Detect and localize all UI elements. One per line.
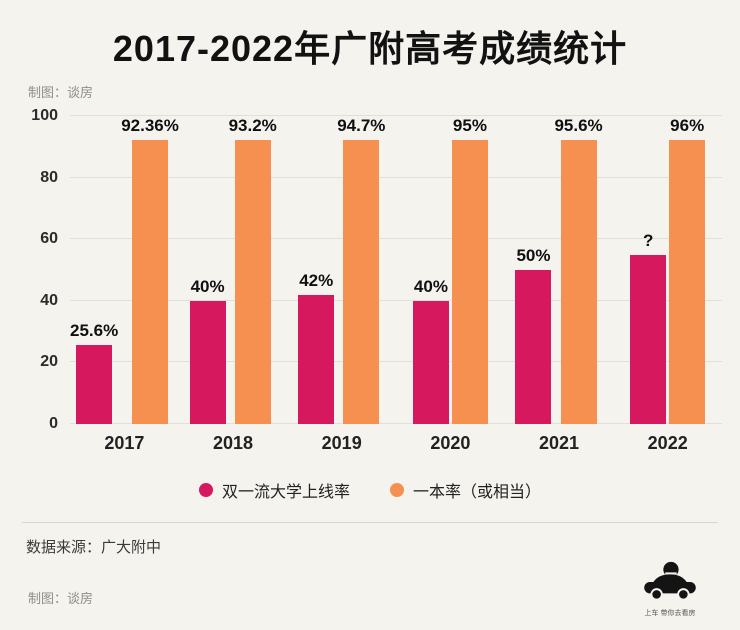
bar-value-label: 95% [452, 116, 487, 135]
y-axis-label: 60 [40, 230, 58, 248]
bar-group: 40% 93.2% [179, 116, 288, 424]
orange-series-dot-icon [390, 483, 404, 497]
y-axis-label: 20 [40, 353, 58, 371]
y-axis-label: 80 [40, 168, 58, 186]
bar-value-label: 25.6% [70, 321, 119, 341]
data-source-text: 数据来源：广大附中 [26, 539, 162, 556]
bar-column: 40% [412, 116, 449, 424]
bar-value-label: 50% [516, 246, 551, 265]
bar-group: ? 96% [613, 116, 722, 424]
pink-series-dot-icon [198, 483, 213, 497]
bar-column: 95% [451, 116, 488, 424]
bar [412, 300, 449, 424]
x-axis-label: 2018 [212, 433, 254, 453]
divider-line [22, 522, 718, 523]
bar [189, 300, 226, 424]
bar-group: 42% 94.7% [288, 116, 397, 424]
x-axis-label: 2019 [321, 433, 362, 453]
brand-logo: 上车 带你去看房 [634, 560, 706, 618]
grid-line [70, 361, 722, 363]
credit-top: 制图：谈房 [28, 85, 94, 100]
grid-line [70, 238, 722, 240]
y-axis-label: 40 [40, 291, 58, 309]
bar-column: 50% [515, 116, 552, 424]
bar [630, 254, 667, 424]
bar-column: 25.6% [70, 116, 118, 424]
bar-group: 25.6% 92.36% [70, 116, 179, 424]
bar [298, 294, 335, 424]
bar-value-label: 92.36% [121, 116, 179, 135]
chart-legend: 双一流大学上线率 一本率（或相当） [0, 478, 740, 502]
bar-group: 40% 95% [396, 116, 505, 424]
bar [343, 140, 380, 424]
y-axis-label: 0 [49, 415, 58, 432]
bar-column: 96% [669, 116, 706, 424]
bar-column: 93.2% [229, 116, 277, 424]
credit-bottom: 制图：谈房 [28, 591, 94, 606]
bar-value-label: 93.2% [228, 116, 277, 135]
grid-line [70, 299, 722, 301]
grid-line [70, 176, 722, 178]
bar-column: 94.7% [337, 116, 385, 424]
chart-plot-area: 25.6% 92.36% 40% 93.2% 42% 94.7% 40% 95% 50% 95.6… [31, 107, 722, 432]
logo-caption: 上车 带你去看房 [644, 610, 696, 617]
bar-column: ? [630, 116, 667, 424]
legend-label-pink: 双一流大学上线率 [221, 484, 350, 501]
x-axis-label: 2017 [104, 433, 145, 453]
bar-value-label: 40% [413, 276, 448, 296]
bar-value-label: 94.7% [337, 116, 386, 135]
bar [132, 140, 169, 424]
bar-value-label: 40% [190, 276, 225, 296]
bar-column: 92.36% [121, 116, 179, 424]
bar-value-label: 95.6% [554, 116, 603, 135]
bar-value-label: ? [642, 230, 654, 250]
bar-value-label: 96% [670, 116, 705, 135]
bar [234, 140, 271, 424]
bar-chart: 25.6% 92.36% 40% 93.2% 42% 94.7% 40% 95% 50% 95.6… [24, 107, 722, 454]
car-with-driver-icon [644, 561, 696, 601]
x-axis-label: 2022 [647, 433, 688, 453]
x-axis-label: 2020 [430, 433, 471, 453]
grid-line [70, 115, 722, 116]
bar-value-label: 42% [299, 270, 334, 290]
bar [515, 270, 552, 424]
bar-column: 95.6% [554, 116, 603, 424]
bar-column: 42% [298, 116, 335, 424]
legend-item-pink: 双一流大学上线率 [198, 478, 350, 502]
legend-item-orange: 一本率（或相当） [390, 478, 541, 502]
legend-label-orange: 一本率（或相当） [413, 484, 542, 501]
grid-line [70, 423, 722, 424]
x-axis-label: 2021 [539, 433, 580, 453]
y-axis-label: 100 [31, 107, 58, 124]
bar-groups: 25.6% 92.36% 40% 93.2% 42% 94.7% 40% 95% 50% 95.6… [70, 116, 722, 424]
bar [76, 345, 113, 424]
page-title: 2017-2022年广附高考成绩统计 [112, 28, 628, 69]
bar [669, 140, 706, 424]
bar-group: 50% 95.6% [505, 116, 614, 424]
bar [451, 140, 488, 424]
x-axis-labels: 2017 2018 2019 2020 2021 2022 [70, 424, 722, 454]
bar-column: 40% [189, 116, 226, 424]
bar [560, 140, 597, 424]
